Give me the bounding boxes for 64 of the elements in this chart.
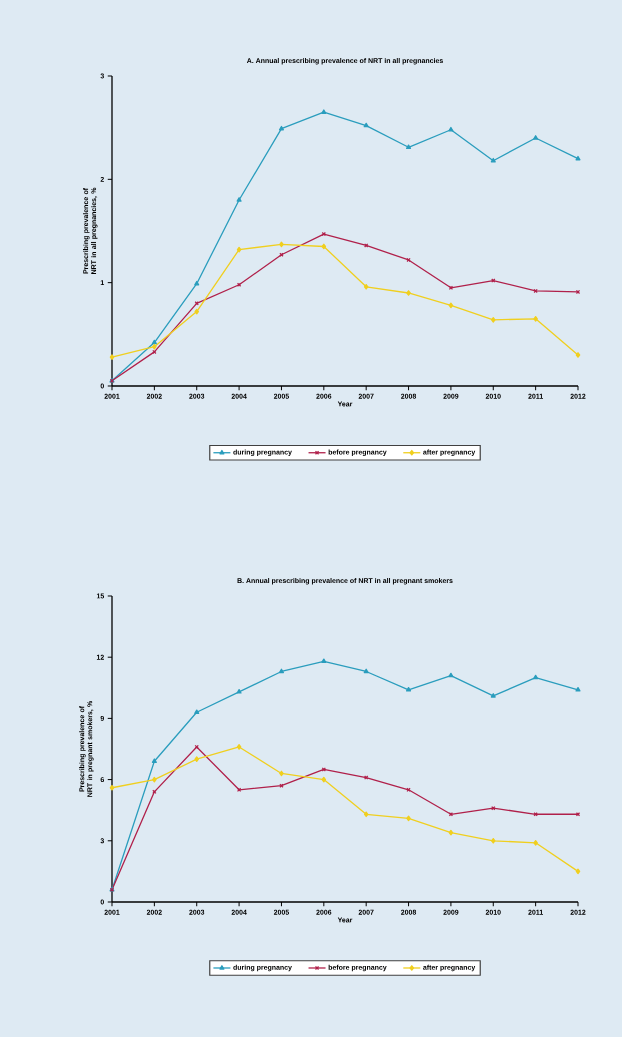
point (533, 674, 539, 680)
point (490, 157, 496, 163)
point (533, 812, 538, 817)
point (151, 339, 157, 345)
point (152, 349, 157, 355)
point (363, 243, 369, 248)
point (278, 668, 284, 674)
point (406, 290, 411, 296)
point (279, 241, 284, 248)
point (406, 144, 412, 150)
point (109, 354, 115, 360)
point (194, 744, 199, 750)
point (109, 784, 115, 791)
point (321, 658, 327, 664)
point (321, 109, 327, 114)
point (533, 135, 539, 140)
point (194, 756, 200, 763)
point (490, 317, 496, 323)
point (448, 285, 454, 291)
point (321, 776, 327, 783)
point (406, 257, 411, 263)
point (491, 278, 496, 283)
point (194, 280, 200, 286)
point (490, 693, 496, 698)
point (533, 288, 538, 294)
point (236, 744, 242, 750)
point (406, 686, 412, 692)
point (533, 315, 538, 322)
point (236, 787, 242, 792)
point (152, 789, 157, 795)
point (406, 787, 411, 792)
point (279, 252, 284, 257)
point (406, 815, 411, 822)
point (236, 246, 242, 253)
point (152, 343, 157, 350)
point (236, 197, 242, 202)
point (363, 811, 369, 818)
point (448, 126, 454, 132)
point (279, 770, 284, 777)
point (194, 308, 200, 315)
point (575, 352, 581, 358)
point (448, 812, 454, 817)
point (279, 783, 284, 788)
point (363, 283, 369, 290)
point (575, 686, 581, 692)
point (363, 122, 369, 128)
point (490, 837, 496, 844)
point (363, 775, 369, 780)
point (194, 709, 200, 715)
point (491, 805, 496, 811)
point (533, 839, 538, 846)
point (575, 868, 581, 875)
point (151, 758, 157, 763)
point (236, 282, 242, 287)
point (152, 776, 157, 783)
point (321, 767, 327, 772)
point (363, 668, 369, 674)
point (321, 231, 327, 237)
point (321, 243, 327, 250)
point (575, 155, 581, 161)
point (448, 829, 454, 836)
point (448, 302, 454, 309)
point (236, 689, 242, 694)
point (448, 672, 454, 678)
